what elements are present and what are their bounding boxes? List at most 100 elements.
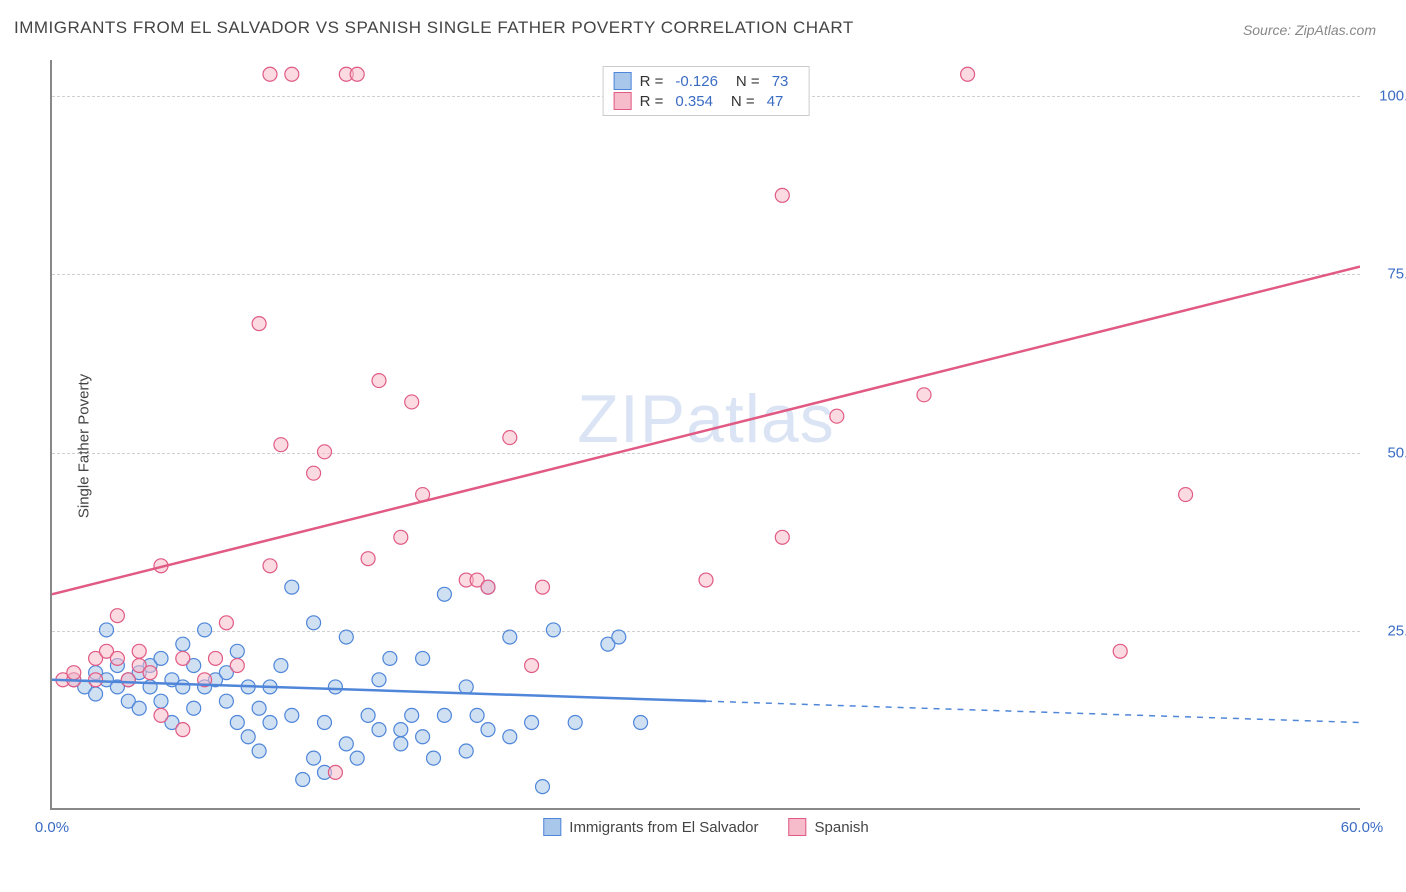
legend-bottom-swatch-0 bbox=[543, 818, 561, 836]
data-point bbox=[405, 708, 419, 722]
data-point bbox=[481, 723, 495, 737]
legend-swatch-1 bbox=[614, 92, 632, 110]
data-point bbox=[394, 723, 408, 737]
data-point bbox=[307, 751, 321, 765]
legend-item-0: Immigrants from El Salvador bbox=[543, 818, 758, 836]
data-point bbox=[503, 630, 517, 644]
data-point bbox=[612, 630, 626, 644]
legend-r-value-1: 0.354 bbox=[675, 93, 713, 110]
legend-r-value-0: -0.126 bbox=[675, 73, 718, 90]
legend-correlation: R = -0.126 N = 73 R = 0.354 N = 47 bbox=[603, 66, 810, 116]
data-point bbox=[459, 680, 473, 694]
data-point bbox=[176, 651, 190, 665]
data-point bbox=[775, 530, 789, 544]
data-point bbox=[318, 445, 332, 459]
data-point bbox=[328, 765, 342, 779]
data-point bbox=[372, 374, 386, 388]
data-point bbox=[307, 616, 321, 630]
data-point bbox=[263, 559, 277, 573]
data-point bbox=[961, 67, 975, 81]
data-point bbox=[416, 651, 430, 665]
data-point bbox=[67, 666, 81, 680]
data-point bbox=[296, 773, 310, 787]
data-point bbox=[318, 716, 332, 730]
data-point bbox=[285, 67, 299, 81]
data-point bbox=[350, 67, 364, 81]
data-point bbox=[252, 701, 266, 715]
legend-series: Immigrants from El Salvador Spanish bbox=[543, 818, 868, 836]
data-point bbox=[328, 680, 342, 694]
data-point bbox=[274, 438, 288, 452]
data-point bbox=[525, 716, 539, 730]
data-point bbox=[699, 573, 713, 587]
data-point bbox=[230, 659, 244, 673]
y-tick-label: 75.0% bbox=[1370, 266, 1406, 283]
data-point bbox=[503, 730, 517, 744]
data-point bbox=[219, 694, 233, 708]
data-point bbox=[427, 751, 441, 765]
data-point bbox=[143, 666, 157, 680]
legend-n-label-0: N = bbox=[736, 73, 760, 90]
data-point bbox=[339, 737, 353, 751]
data-point bbox=[263, 67, 277, 81]
trend-line-extension bbox=[706, 701, 1360, 722]
x-tick-label: 60.0% bbox=[1341, 819, 1384, 836]
plot-area: ZIPatlas R = -0.126 N = 73 R = 0.354 N =… bbox=[50, 60, 1360, 810]
legend-bottom-label-1: Spanish bbox=[815, 819, 869, 836]
data-point bbox=[209, 651, 223, 665]
data-point bbox=[525, 659, 539, 673]
legend-row-0: R = -0.126 N = 73 bbox=[614, 71, 799, 91]
data-point bbox=[154, 708, 168, 722]
legend-swatch-0 bbox=[614, 72, 632, 90]
data-point bbox=[307, 466, 321, 480]
x-tick-label: 0.0% bbox=[35, 819, 69, 836]
data-point bbox=[536, 580, 550, 594]
data-point bbox=[132, 644, 146, 658]
data-point bbox=[110, 609, 124, 623]
data-point bbox=[1113, 644, 1127, 658]
data-point bbox=[361, 552, 375, 566]
data-point bbox=[546, 623, 560, 637]
data-point bbox=[405, 395, 419, 409]
data-point bbox=[230, 716, 244, 730]
data-point bbox=[481, 580, 495, 594]
data-point bbox=[917, 388, 931, 402]
legend-n-value-1: 47 bbox=[767, 93, 784, 110]
data-point bbox=[274, 659, 288, 673]
data-point bbox=[394, 737, 408, 751]
data-point bbox=[634, 716, 648, 730]
data-point bbox=[285, 580, 299, 594]
legend-n-label-1: N = bbox=[731, 93, 755, 110]
data-point bbox=[350, 751, 364, 765]
data-point bbox=[176, 680, 190, 694]
data-point bbox=[339, 630, 353, 644]
chart-container: IMMIGRANTS FROM EL SALVADOR VS SPANISH S… bbox=[0, 0, 1406, 892]
data-point bbox=[176, 637, 190, 651]
legend-row-1: R = 0.354 N = 47 bbox=[614, 91, 799, 111]
legend-item-1: Spanish bbox=[789, 818, 869, 836]
data-point bbox=[372, 673, 386, 687]
y-tick-label: 50.0% bbox=[1370, 444, 1406, 461]
data-point bbox=[394, 530, 408, 544]
chart-title: IMMIGRANTS FROM EL SALVADOR VS SPANISH S… bbox=[14, 18, 854, 38]
data-point bbox=[437, 708, 451, 722]
data-point bbox=[263, 716, 277, 730]
data-point bbox=[132, 701, 146, 715]
data-point bbox=[198, 623, 212, 637]
data-point bbox=[830, 409, 844, 423]
data-point bbox=[383, 651, 397, 665]
data-point bbox=[89, 687, 103, 701]
data-point bbox=[536, 780, 550, 794]
legend-r-label-1: R = bbox=[640, 93, 664, 110]
data-point bbox=[252, 744, 266, 758]
data-point bbox=[285, 708, 299, 722]
source-label: Source: ZipAtlas.com bbox=[1243, 22, 1376, 38]
data-point bbox=[121, 673, 135, 687]
data-point bbox=[416, 730, 430, 744]
legend-bottom-swatch-1 bbox=[789, 818, 807, 836]
legend-r-label-0: R = bbox=[640, 73, 664, 90]
legend-bottom-label-0: Immigrants from El Salvador bbox=[569, 819, 758, 836]
data-point bbox=[241, 730, 255, 744]
y-tick-label: 25.0% bbox=[1370, 623, 1406, 640]
data-point bbox=[110, 651, 124, 665]
